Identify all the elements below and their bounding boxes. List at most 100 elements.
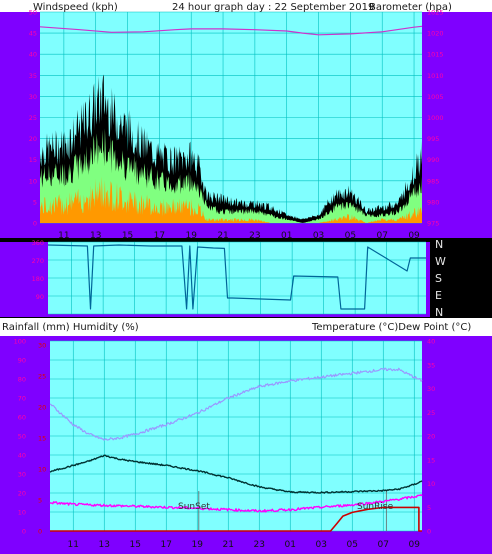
sunrise-label: SunRise bbox=[357, 502, 394, 512]
wind-x-tick-label: 01 bbox=[281, 231, 292, 241]
rain-axis-tick-label: 30 bbox=[38, 342, 46, 350]
direction-label-s: S bbox=[435, 272, 442, 285]
wind-x-tick-label: 19 bbox=[185, 231, 197, 241]
wind-axis-tick-label: 10 bbox=[29, 177, 37, 185]
graph-date-title: 24 hour graph day : 22 September 2019 bbox=[172, 2, 374, 13]
wind-axis-tick-label: 45 bbox=[29, 30, 37, 38]
rain-axis-tick-label: 10 bbox=[38, 466, 46, 474]
direction-label-w: W bbox=[435, 255, 446, 268]
temperature-axis-tick-label: 10 bbox=[427, 480, 435, 488]
rain-axis-tick-label: 20 bbox=[38, 404, 46, 412]
wind-axis-tick-label: 25 bbox=[29, 114, 37, 122]
wind-axis-tick-label: 0 bbox=[33, 220, 37, 228]
wind-axis-tick-label: 50 bbox=[29, 9, 37, 17]
barometer-axis-tick-label: 1020 bbox=[427, 30, 444, 38]
wind-axis-title: Windspeed (kph) bbox=[33, 2, 118, 13]
humidity-axis-tick-label: 100 bbox=[14, 338, 26, 346]
barometer-axis-tick-label: 990 bbox=[427, 156, 439, 164]
temp-x-tick-label: 05 bbox=[347, 540, 358, 550]
wind-low-area bbox=[40, 176, 422, 223]
rain-axis-tick-label: 15 bbox=[38, 435, 46, 443]
temperature-axis-tick-label: 40 bbox=[427, 338, 435, 346]
temp-x-tick-label: 11 bbox=[68, 540, 79, 550]
humidity-axis-tick-label: 70 bbox=[18, 395, 26, 403]
direction-label-e: E bbox=[435, 289, 442, 302]
rain-axis-tick-label: 0 bbox=[38, 528, 42, 536]
wind-x-tick-label: 21 bbox=[217, 231, 228, 241]
wind-axis-tick-label: 35 bbox=[29, 72, 37, 80]
temperature-axis-tick-label: 15 bbox=[427, 456, 435, 464]
barometer-axis-tick-label: 1000 bbox=[427, 114, 444, 122]
barometer-axis-tick-label: 1025 bbox=[427, 9, 444, 17]
humidity-axis-tick-label: 20 bbox=[18, 490, 26, 498]
temp-x-tick-label: 23 bbox=[254, 540, 265, 550]
humidity-axis-tick-label: 80 bbox=[18, 376, 26, 384]
wind-axis-tick-label: 5 bbox=[33, 198, 37, 206]
rain-axis-tick-label: 5 bbox=[38, 497, 42, 505]
temperature-axis-tick-label: 35 bbox=[427, 361, 435, 369]
temp-x-tick-label: 19 bbox=[192, 540, 204, 550]
wind-axis-tick-label: 30 bbox=[29, 93, 37, 101]
rainfall-line bbox=[50, 506, 422, 532]
wind-axis-tick-label: 15 bbox=[29, 156, 37, 164]
rain-humidity-axis-title: Rainfall (mm) Humidity (%) bbox=[2, 322, 139, 333]
direction-label-n-bottom: N bbox=[435, 306, 443, 319]
top-header-strip bbox=[0, 0, 492, 12]
dewpoint-line bbox=[49, 494, 423, 513]
temperature-axis-tick-label: 5 bbox=[427, 504, 431, 512]
wind-x-tick-label: 15 bbox=[122, 231, 133, 241]
direction-axis-tick-label: 270 bbox=[32, 257, 44, 265]
wind-x-tick-label: 05 bbox=[345, 231, 356, 241]
humidity-axis-tick-label: 30 bbox=[18, 471, 26, 479]
temp-x-tick-label: 03 bbox=[316, 540, 327, 550]
temperature-axis-title: Temperature (°C)Dew Point (°C) bbox=[311, 322, 471, 333]
wind-x-tick-label: 11 bbox=[58, 231, 69, 241]
temperature-axis-tick-label: 25 bbox=[427, 409, 435, 417]
sunset-label: SunSet bbox=[178, 502, 210, 512]
humidity-axis-tick-label: 50 bbox=[18, 433, 26, 441]
humidity-axis-tick-label: 10 bbox=[18, 509, 26, 517]
wind-x-tick-label: 09 bbox=[408, 231, 420, 241]
humidity-axis-tick-label: 40 bbox=[18, 452, 26, 460]
wind-x-tick-label: 03 bbox=[313, 231, 324, 241]
wind-x-tick-label: 07 bbox=[376, 231, 387, 241]
barometer-axis-tick-label: 985 bbox=[427, 177, 439, 185]
rain-axis-tick-label: 25 bbox=[38, 373, 46, 381]
barometer-axis-tick-label: 1010 bbox=[427, 72, 444, 80]
series-lines bbox=[39, 25, 426, 532]
barometer-axis-tick-label: 995 bbox=[427, 135, 439, 143]
direction-axis-tick-label: 180 bbox=[32, 275, 44, 283]
barometer-axis-tick-label: 980 bbox=[427, 198, 439, 206]
temperature-axis-tick-label: 0 bbox=[427, 528, 431, 536]
humidity-axis-tick-label: 0 bbox=[22, 528, 26, 536]
temp-x-tick-label: 13 bbox=[99, 540, 110, 550]
temp-x-tick-label: 17 bbox=[161, 540, 172, 550]
wind-axis-tick-label: 20 bbox=[29, 135, 37, 143]
temp-x-tick-label: 15 bbox=[130, 540, 141, 550]
direction-axis-tick-label: 360 bbox=[32, 239, 44, 247]
wind-x-tick-label: 13 bbox=[90, 231, 101, 241]
barometer-line bbox=[39, 25, 423, 36]
direction-axis-tick-label: 90 bbox=[36, 293, 44, 301]
temp-x-tick-label: 01 bbox=[285, 540, 296, 550]
temperature-axis-tick-label: 20 bbox=[427, 433, 435, 441]
wind-direction-line bbox=[47, 244, 426, 310]
lower-header-strip bbox=[0, 318, 492, 336]
barometer-axis-title: Barometer (hpa) bbox=[369, 2, 452, 13]
direction-label-n-top: N bbox=[435, 238, 443, 251]
temperature-line bbox=[49, 454, 423, 494]
barometer-axis-tick-label: 975 bbox=[427, 220, 439, 228]
barometer-axis-tick-label: 1005 bbox=[427, 93, 444, 101]
humidity-axis-tick-label: 90 bbox=[18, 357, 26, 365]
temperature-axis-tick-label: 30 bbox=[427, 385, 435, 393]
temp-x-tick-label: 07 bbox=[378, 540, 389, 550]
wind-x-tick-label: 17 bbox=[154, 231, 165, 241]
humidity-axis-tick-label: 60 bbox=[18, 414, 26, 422]
humidity-line bbox=[49, 367, 423, 441]
temp-x-tick-label: 09 bbox=[409, 540, 421, 550]
temp-x-tick-label: 21 bbox=[223, 540, 234, 550]
wind-x-tick-label: 23 bbox=[249, 231, 260, 241]
wind-axis-tick-label: 40 bbox=[29, 51, 37, 59]
